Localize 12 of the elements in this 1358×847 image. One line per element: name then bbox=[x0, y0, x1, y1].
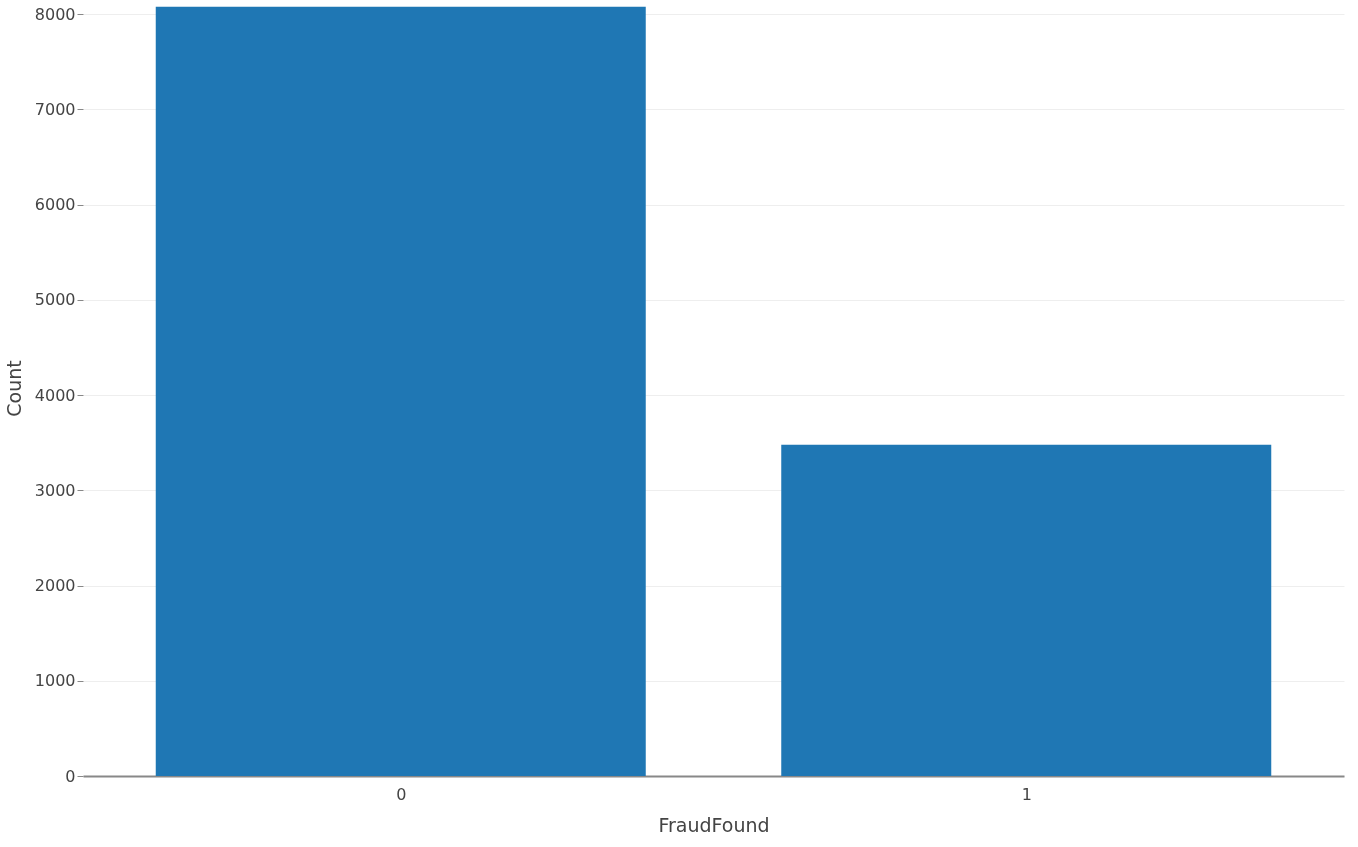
y-tick-label: 3000 bbox=[34, 480, 76, 500]
x-axis-title: FraudFound bbox=[658, 813, 770, 836]
y-tick-label: 6000 bbox=[34, 195, 76, 215]
y-tick-label: 5000 bbox=[34, 290, 76, 310]
y-tick-label: 2000 bbox=[34, 576, 76, 596]
x-tick-label: 1 bbox=[1021, 784, 1032, 804]
y-tick-label: 1000 bbox=[34, 671, 76, 691]
y-tick-label: 8000 bbox=[34, 4, 76, 24]
y-axis-title: Count bbox=[2, 360, 25, 417]
y-tick-label: 0 bbox=[65, 766, 76, 786]
y-tick-label: 4000 bbox=[34, 385, 76, 405]
y-tick-label: 7000 bbox=[34, 100, 76, 119]
